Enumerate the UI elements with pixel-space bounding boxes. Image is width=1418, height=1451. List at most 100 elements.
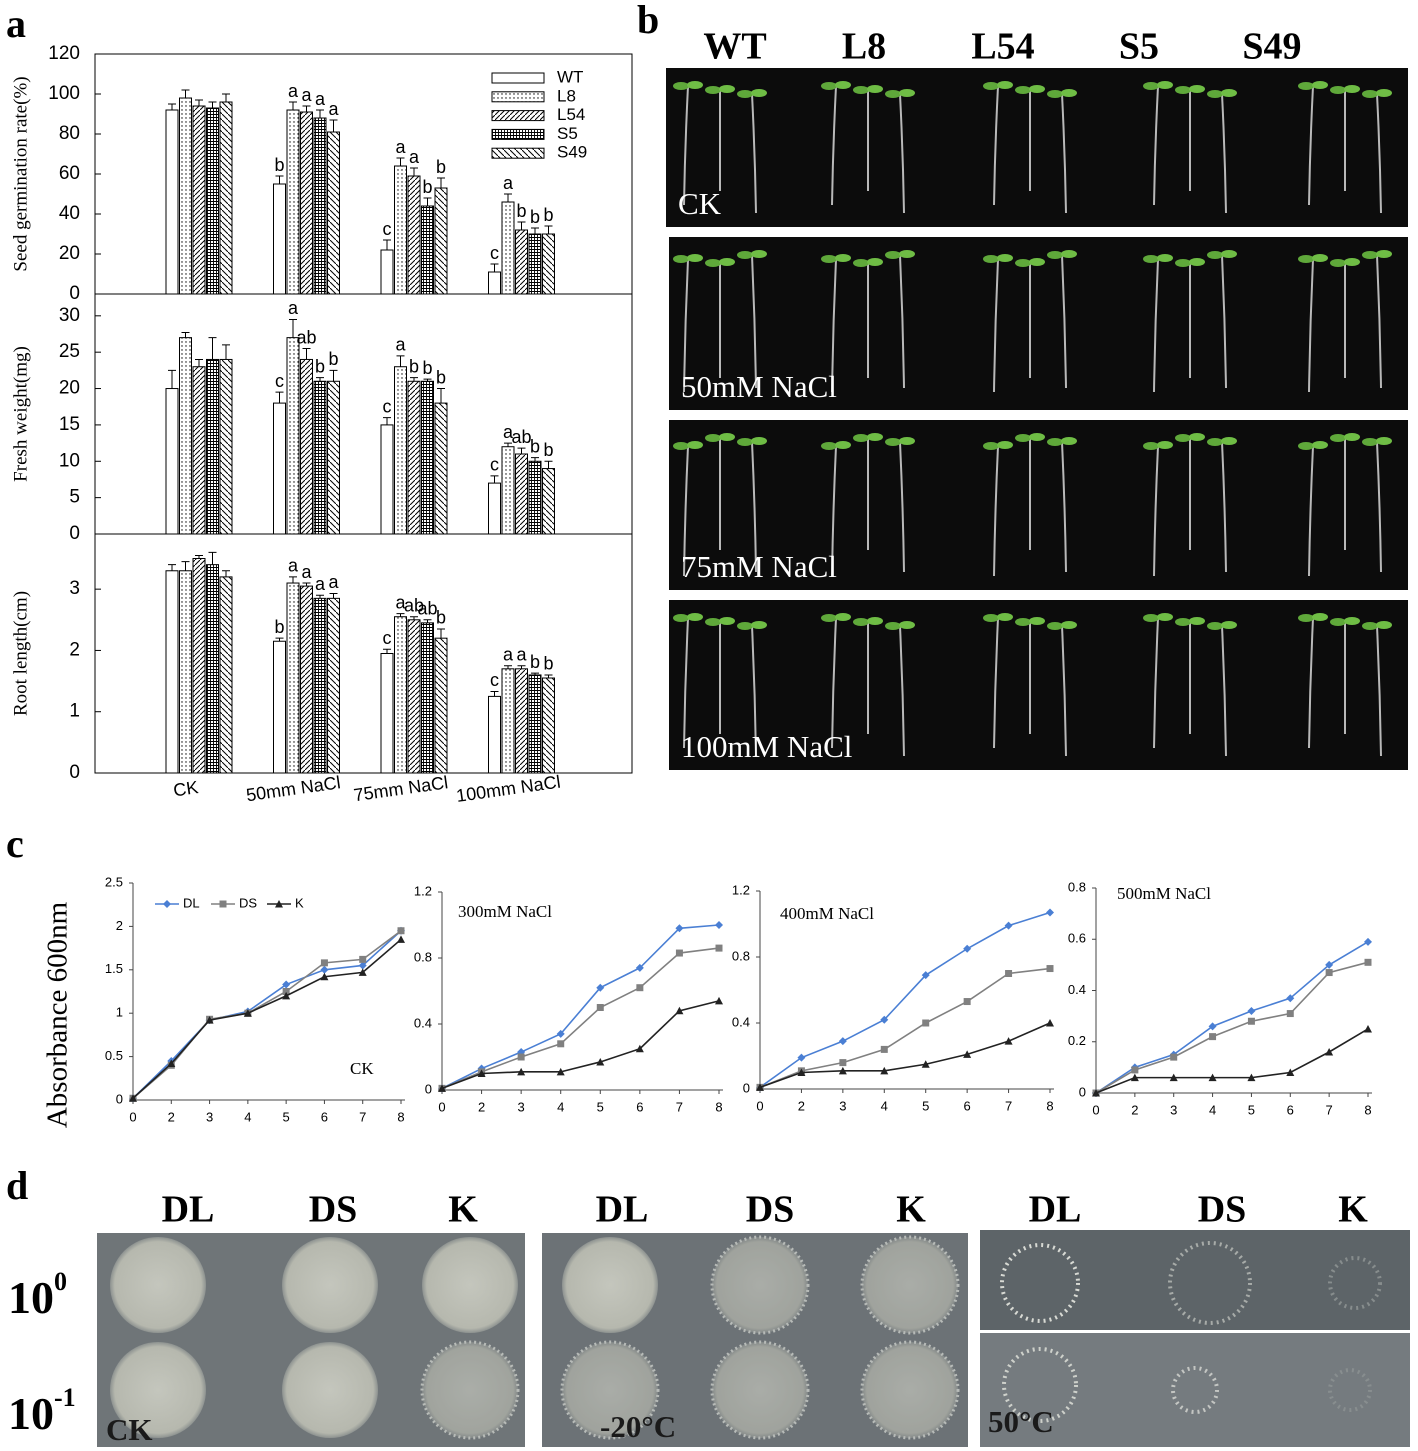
seedling-root — [1376, 93, 1382, 214]
line — [759, 911, 1051, 1089]
marker — [963, 944, 972, 953]
seedling-leaf — [1175, 618, 1191, 626]
x-tick-label: 6 — [636, 1099, 643, 1114]
seedling-leaf — [1061, 437, 1077, 445]
seedling-leaf — [983, 82, 999, 90]
x-tick-label: 2 — [798, 1098, 805, 1113]
seedling-leaf — [1344, 433, 1360, 441]
legend-label: WT — [557, 67, 583, 86]
bar — [313, 380, 327, 535]
bar — [219, 101, 233, 295]
seedling-leaf — [1344, 258, 1360, 266]
line — [1095, 941, 1369, 1094]
colony-spot — [1328, 1368, 1372, 1412]
seedling-leaf — [899, 89, 915, 97]
y-tick-label: 2 — [69, 639, 80, 660]
colony-spot — [282, 1237, 378, 1333]
bar — [327, 380, 340, 535]
seedling-root — [1308, 85, 1314, 206]
bar — [501, 446, 515, 535]
y-axis-label: Fresh weight(mg) — [10, 346, 31, 482]
seedling-leaf — [1143, 614, 1159, 622]
x-tick-label: 3 — [1170, 1102, 1177, 1117]
error-bar — [208, 551, 217, 565]
error-bar — [302, 105, 311, 112]
significance-letter: a — [288, 298, 299, 318]
error-bar — [531, 672, 539, 675]
marker — [1209, 1033, 1217, 1041]
significance-letter: ab — [296, 327, 316, 347]
seedling-leaf — [1189, 85, 1205, 93]
seedling-leaf — [1029, 258, 1045, 266]
bar — [380, 424, 394, 535]
annotation: 300mM NaCl — [458, 902, 552, 921]
error-bar — [316, 594, 324, 599]
bar — [327, 597, 340, 774]
legend-swatch — [491, 72, 545, 84]
genotype-label: L8 — [842, 26, 886, 68]
x-tick-label: 4 — [244, 1109, 251, 1124]
marker — [715, 996, 723, 1005]
seedling-leaf — [983, 442, 999, 450]
bar — [206, 107, 219, 295]
error-bar — [168, 103, 176, 110]
seedling-leaf — [687, 613, 703, 621]
bar — [165, 388, 179, 535]
marker — [921, 1060, 930, 1068]
marker — [1325, 960, 1334, 969]
significance-letter: b — [274, 155, 284, 175]
error-bar — [544, 225, 553, 234]
seedling-leaf — [687, 81, 703, 89]
seedling-leaf — [1029, 85, 1045, 93]
bar — [192, 366, 206, 535]
colony-spot — [562, 1237, 658, 1333]
error-bar — [544, 674, 553, 679]
seedling-leaf — [705, 259, 721, 267]
x-tick-label: 8 — [715, 1099, 722, 1114]
seedling-leaf — [983, 255, 999, 263]
error-bar — [383, 417, 391, 425]
seedling-leaf — [1047, 251, 1063, 259]
seedling-leaf — [1047, 438, 1063, 446]
error-bar — [195, 358, 203, 367]
marker — [797, 1053, 806, 1062]
significance-letter: c — [490, 455, 499, 475]
error-bar — [222, 570, 230, 577]
bar — [407, 619, 421, 774]
marker — [163, 900, 171, 908]
marker — [1208, 1022, 1217, 1031]
dilution-exponent: 0 — [54, 1267, 67, 1296]
seedling-leaf — [687, 441, 703, 449]
condition-label: -20°C — [600, 1409, 676, 1444]
marker — [922, 1019, 930, 1027]
error-bar — [490, 263, 499, 272]
error-bar — [275, 391, 284, 404]
y-tick-label: 30 — [59, 305, 80, 326]
genotype-label: L54 — [971, 26, 1034, 68]
seedling-leaf — [1189, 433, 1205, 441]
dilution-label: 100 — [8, 1267, 67, 1323]
bar — [192, 558, 206, 774]
marker — [282, 988, 290, 995]
colony-spot — [560, 1340, 660, 1440]
seedling-root — [1153, 85, 1159, 206]
significance-letter: a — [328, 572, 339, 592]
strain-label: K — [1338, 1189, 1368, 1231]
seedling-leaf — [885, 251, 901, 259]
y-tick-label: 1 — [116, 1005, 123, 1020]
marker — [1170, 1053, 1178, 1061]
marker — [880, 1015, 889, 1024]
bar — [300, 111, 313, 295]
legend-swatch — [491, 110, 545, 122]
seedling-leaf — [751, 437, 767, 445]
error-bar — [222, 93, 230, 102]
significance-letter: b — [530, 436, 540, 456]
colony-spot — [710, 1340, 810, 1440]
significance-letter: b — [328, 349, 338, 369]
seedling-leaf — [1157, 254, 1173, 262]
legend-label: L8 — [557, 86, 576, 105]
error-bar — [168, 369, 176, 389]
genotype-label: S5 — [1119, 26, 1159, 68]
bar — [273, 640, 286, 774]
